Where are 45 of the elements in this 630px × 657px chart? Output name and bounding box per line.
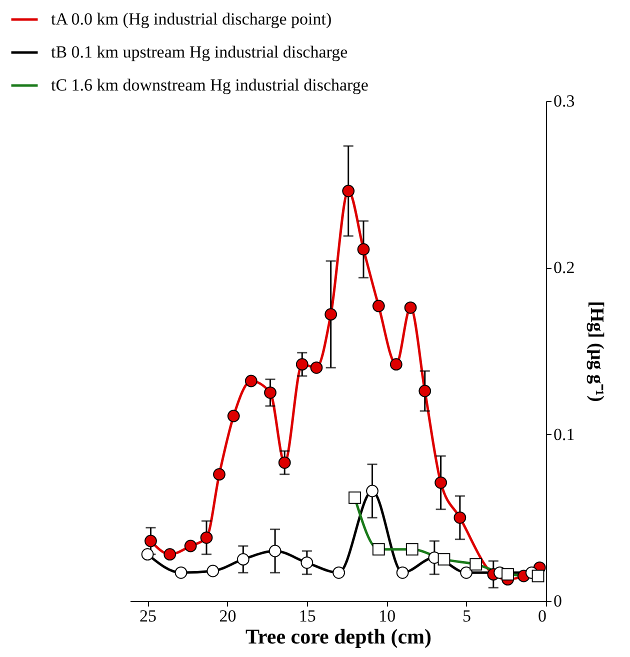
point	[200, 531, 213, 544]
point	[366, 484, 378, 498]
y-tick-label: 0.3	[554, 92, 575, 110]
legend-label: tB 0.1 km upstream Hg industrial discharge	[51, 42, 348, 62]
point	[418, 384, 432, 398]
y-tick-label: 0.1	[554, 424, 575, 444]
point	[460, 566, 473, 579]
y-axis-title: [Hg] (µg g⁻¹)	[586, 301, 607, 402]
point	[310, 361, 323, 374]
x-tick-label: 5	[462, 606, 472, 626]
point	[278, 456, 291, 469]
point	[184, 540, 197, 552]
x-axis-title: Tree core depth (cm)	[245, 624, 432, 648]
point	[206, 564, 220, 578]
point	[268, 544, 282, 558]
legend-label: tC 1.6 km downstream Hg industrial discharge	[51, 76, 368, 94]
x-tick-label: 15	[298, 606, 316, 626]
point	[141, 548, 154, 561]
point	[144, 534, 157, 548]
point	[454, 511, 466, 524]
point	[174, 566, 188, 579]
point	[390, 358, 402, 371]
point	[332, 566, 345, 579]
point	[324, 308, 338, 321]
point	[372, 300, 385, 312]
point	[357, 243, 370, 256]
x-tick-label: 20	[219, 606, 236, 626]
point	[404, 301, 417, 314]
point	[300, 556, 314, 569]
point	[434, 476, 448, 489]
point	[244, 374, 258, 388]
legend-label: tA 0.0 km (Hg industrial discharge point)	[51, 10, 332, 28]
point	[164, 548, 176, 561]
point	[264, 386, 276, 399]
point	[296, 358, 308, 371]
point	[213, 468, 226, 481]
point	[227, 410, 240, 422]
point	[236, 553, 250, 566]
y-tick-label: 0.2	[554, 258, 575, 278]
x-tick-label: 25	[140, 606, 157, 626]
x-tick-label: 10	[378, 606, 396, 626]
point	[396, 566, 409, 579]
x-tick-label: 0	[538, 606, 546, 626]
y-tick-label: 0	[554, 592, 562, 610]
point	[342, 184, 355, 198]
